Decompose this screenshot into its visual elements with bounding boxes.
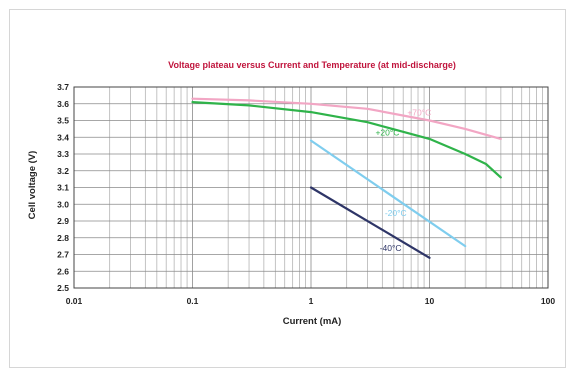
- x-tick-label: 100: [541, 296, 555, 306]
- x-tick-label: 0.01: [66, 296, 83, 306]
- series-label: +20°C: [375, 128, 399, 138]
- y-tick-label: 3.0: [57, 199, 69, 209]
- x-tick-label: 1: [309, 296, 314, 306]
- series-line: [191, 97, 502, 140]
- series-line: [309, 139, 467, 248]
- y-tick-label: 3.7: [57, 82, 69, 92]
- y-tick-label: 3.1: [57, 183, 69, 193]
- y-tick-label: 2.9: [57, 216, 69, 226]
- y-tick-label: 3.6: [57, 99, 69, 109]
- tick-labels: 2.5 2.6 2.7 2.8 2.9 3.0 3.1 3.2 3.3 3.4 3.5 3.6 3.7 0…: [57, 82, 555, 306]
- x-tick-label: 10: [425, 296, 435, 306]
- x-tick-label: 0.1: [187, 296, 199, 306]
- chart-frame: [9, 9, 566, 368]
- y-tick-label: 2.5: [57, 283, 69, 293]
- y-tick-label: 3.5: [57, 116, 69, 126]
- series-label: +70°C: [407, 107, 431, 117]
- plot-area-border: [73, 86, 549, 289]
- series-label: -40°C: [380, 243, 402, 253]
- y-tick-label: 2.8: [57, 233, 69, 243]
- x-axis-label: Current (mA): [283, 316, 342, 327]
- y-axis-label: Cell voltage (V): [27, 151, 38, 220]
- y-tick-label: 3.4: [57, 132, 69, 142]
- y-tick-label: 2.7: [57, 250, 69, 260]
- y-tick-label: 3.3: [57, 149, 69, 159]
- y-tick-label: 2.6: [57, 266, 69, 276]
- chart-title: Voltage plateau versus Current and Tempe…: [168, 60, 456, 70]
- grid: [74, 86, 548, 289]
- series-group: +70°C +20°C -20°C -40°C: [191, 97, 502, 259]
- series-line: [191, 100, 502, 179]
- y-tick-label: 3.2: [57, 166, 69, 176]
- series-label: -20°C: [385, 208, 407, 218]
- series-line: [309, 186, 431, 259]
